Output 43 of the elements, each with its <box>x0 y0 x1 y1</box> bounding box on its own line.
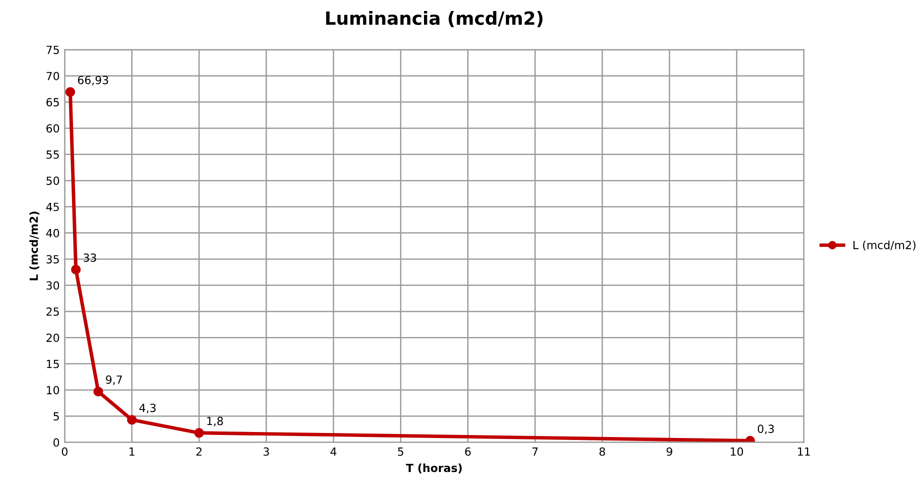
point <box>93 386 104 396</box>
y-tick-label: 60 <box>46 124 60 133</box>
y-tick-label: 45 <box>46 202 59 212</box>
y-axis-title: L (mcd/m2) <box>29 212 40 280</box>
x-tick-label: 10 <box>730 447 744 456</box>
y-tick-label: 35 <box>46 255 59 264</box>
y-tick-label: 75 <box>46 46 59 54</box>
y-tick-label: 25 <box>46 307 59 316</box>
data-label: 66,93 <box>78 76 108 86</box>
legend-label: L (mcd/m2) <box>853 240 916 251</box>
x-tick-label: 7 <box>532 448 538 456</box>
y-tick-label: 10 <box>46 386 60 394</box>
y-tick-label: 30 <box>46 281 60 290</box>
x-axis-title: T (horas) <box>406 464 462 474</box>
y-tick-label: 50 <box>46 176 60 185</box>
point <box>71 264 81 274</box>
point <box>127 414 137 425</box>
data-label: 1,8 <box>207 416 223 426</box>
point <box>65 87 76 97</box>
x-tick-label: 6 <box>465 447 471 456</box>
x-tick-label: 2 <box>196 447 202 456</box>
x-tick-label: 5 <box>398 448 404 456</box>
x-tick-label: 8 <box>600 447 606 456</box>
data-label: 0,3 <box>758 424 774 434</box>
y-tick-label: 55 <box>46 150 59 159</box>
x-tick-label: 3 <box>264 447 269 456</box>
x-tick-label: 4 <box>330 448 336 456</box>
y-tick-label: 40 <box>46 228 60 238</box>
data-label: 33 <box>84 253 96 262</box>
y-tick-label: 65 <box>46 98 59 106</box>
x-tick-label: 1 <box>130 448 134 456</box>
x-tick-label: 9 <box>666 447 672 456</box>
y-tick-label: 70 <box>46 72 60 80</box>
x-tick-label: 0 <box>62 447 68 456</box>
y-tick-label: 20 <box>46 334 60 342</box>
data-label: 9,7 <box>106 375 122 385</box>
y-tick-label: 15 <box>46 360 59 368</box>
y-tick-label: 0 <box>53 438 60 447</box>
y-tick-label: 5 <box>54 412 59 421</box>
chart-title: Luminancia (mcd/m2) <box>326 10 542 28</box>
data-label: 4,3 <box>139 404 156 414</box>
point <box>194 428 204 438</box>
x-tick-label: 11 <box>798 448 810 456</box>
